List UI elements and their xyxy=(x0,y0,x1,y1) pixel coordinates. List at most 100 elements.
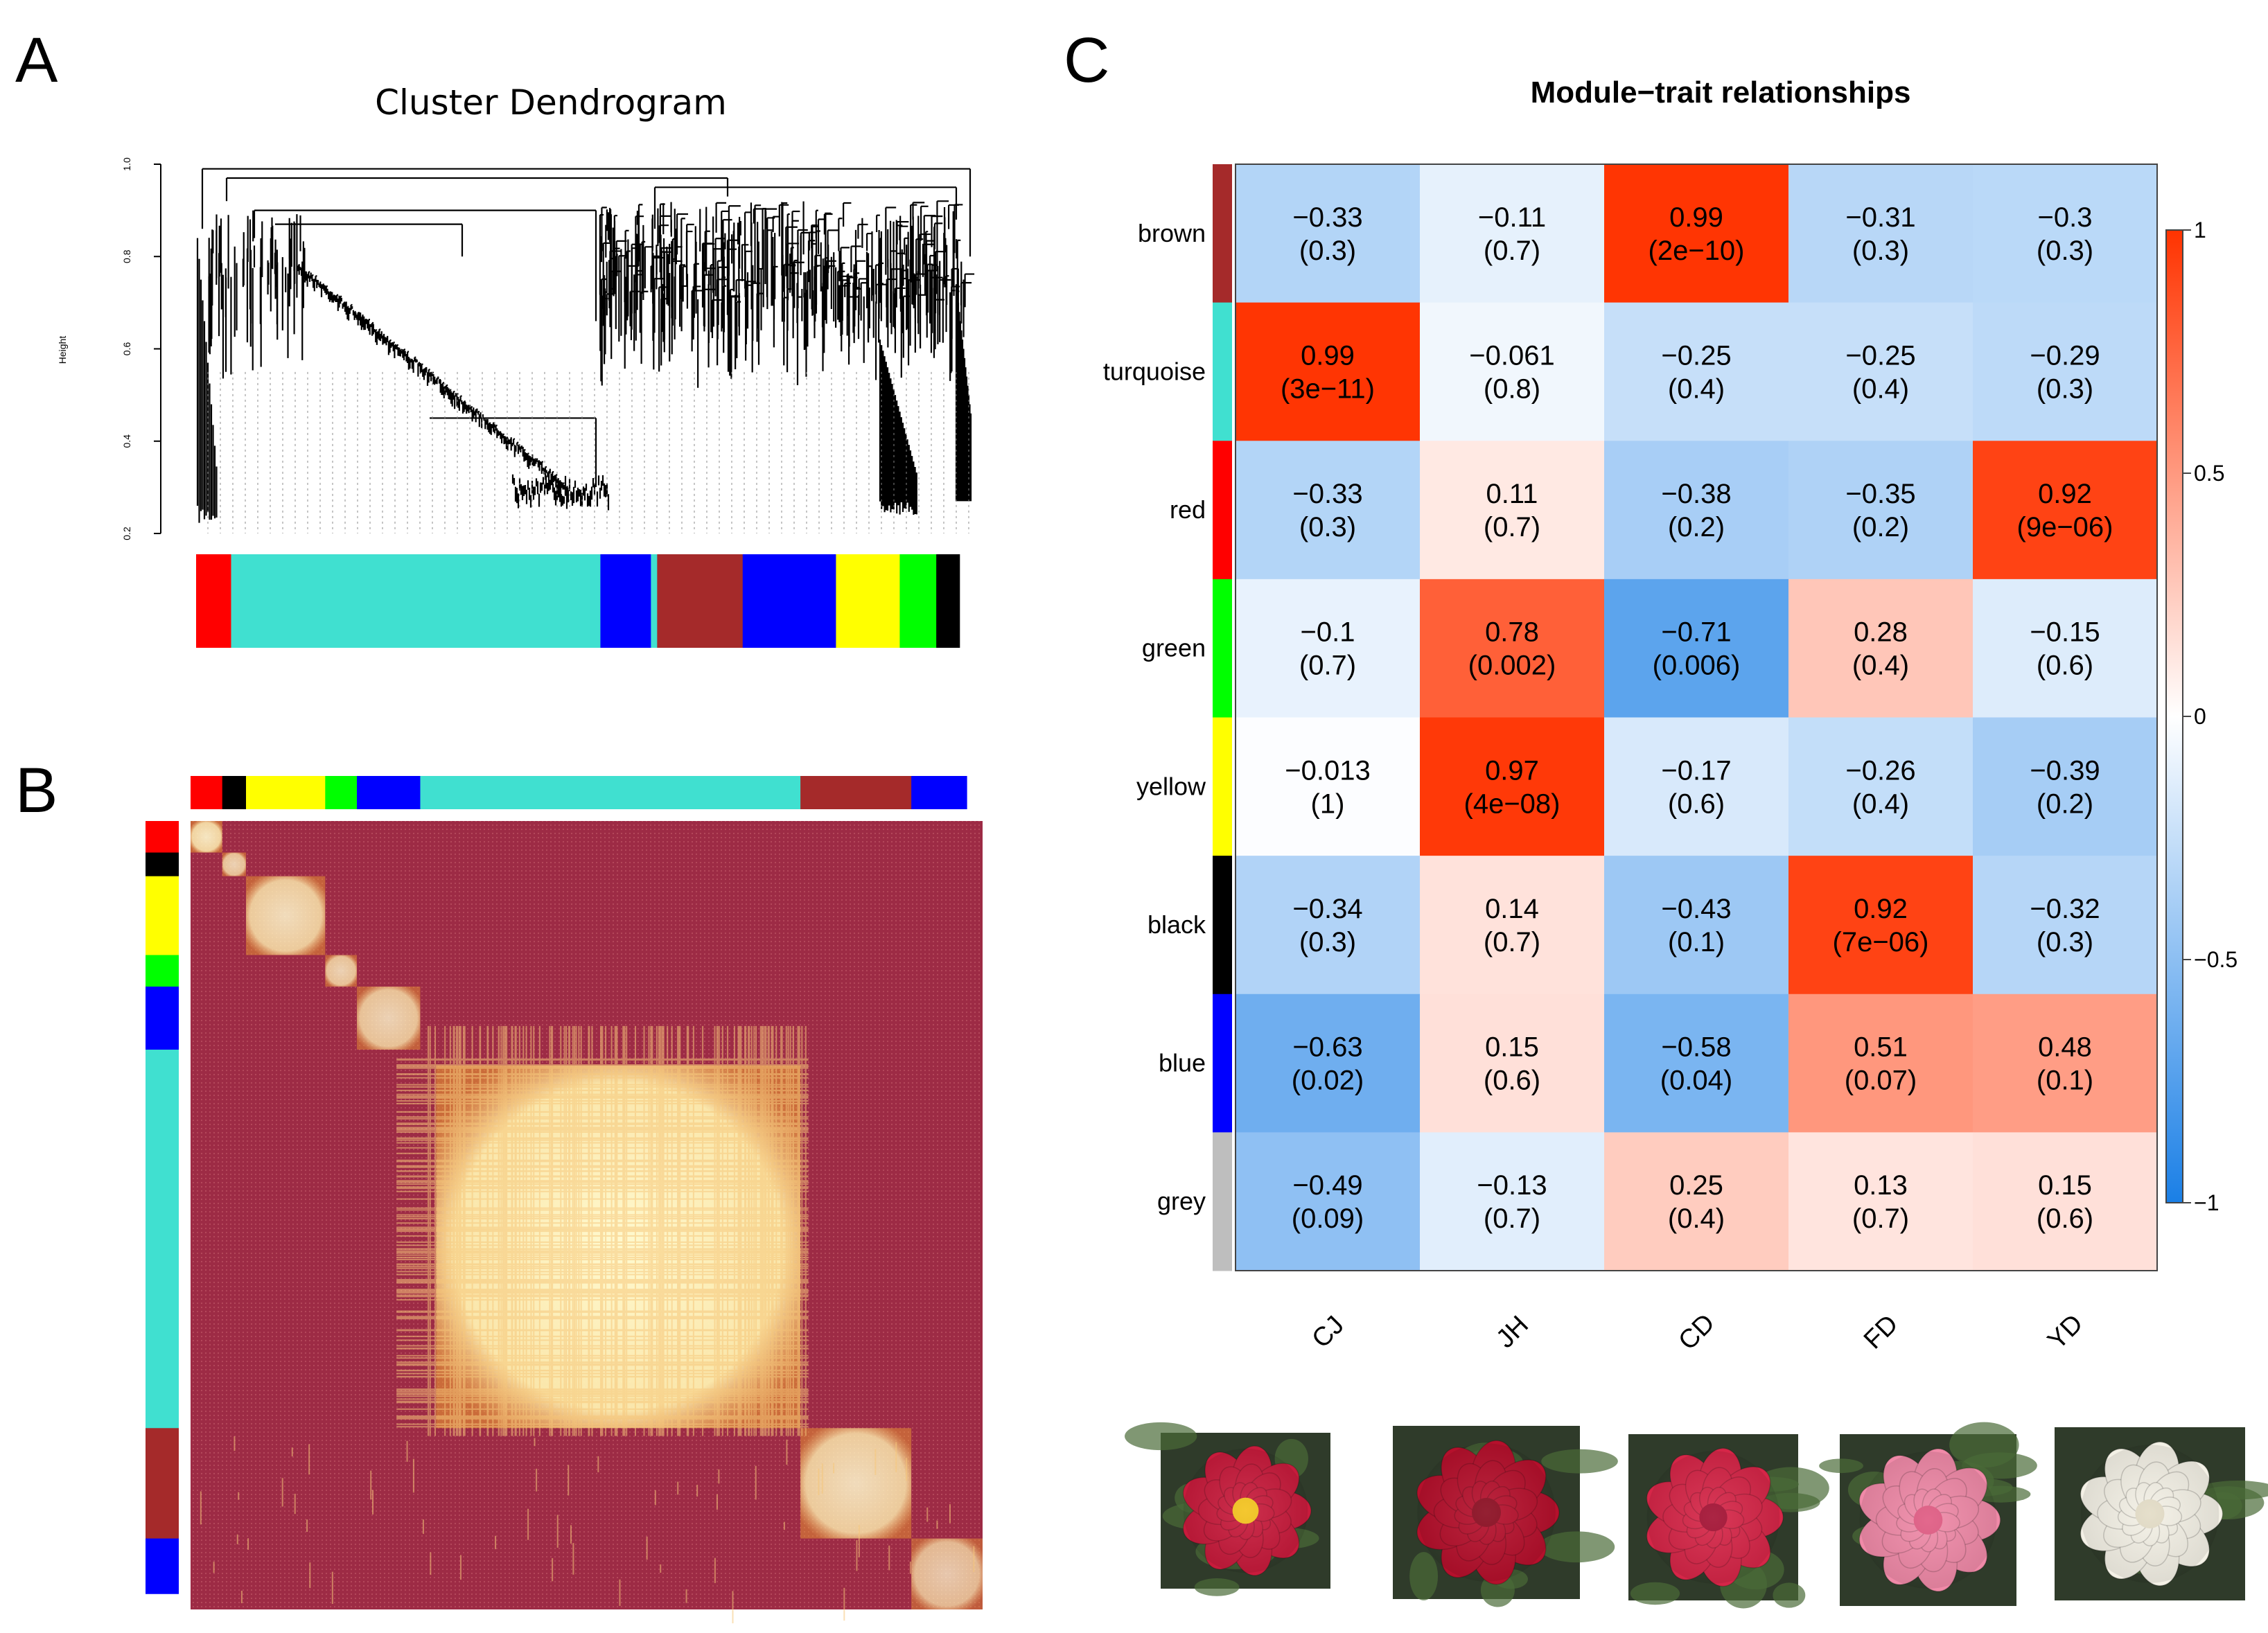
cell-value: 0.92 xyxy=(1854,894,1908,924)
tom-block-brown xyxy=(800,1428,912,1539)
cell-pvalue: (0.3) xyxy=(2037,236,2093,266)
cell-value: −0.17 xyxy=(1661,755,1731,786)
cell-pvalue: (0.2) xyxy=(2037,788,2093,819)
cell-pvalue: (7e−06) xyxy=(1833,927,1929,957)
row-label-blue: blue xyxy=(1159,1049,1206,1077)
cell-value: −0.33 xyxy=(1292,202,1362,233)
cell-green-CJ xyxy=(1236,579,1421,718)
dendrogram-ylabel: Height xyxy=(57,336,68,364)
col-label-YD: YD xyxy=(2042,1309,2089,1355)
cell-blue-CJ xyxy=(1236,994,1421,1133)
dendrogram-strip-yellow xyxy=(836,554,900,648)
cell-pvalue: (0.3) xyxy=(2037,373,2093,404)
tom-heatmap-panel xyxy=(146,776,983,1624)
cell-value: −0.43 xyxy=(1661,894,1731,924)
tom-block-green xyxy=(325,955,358,987)
tom-top-color-strip xyxy=(191,776,967,809)
colorbar-tick-label: 0 xyxy=(2194,704,2206,729)
cell-pvalue: (0.3) xyxy=(1852,236,1909,266)
panel-label-a: A xyxy=(15,25,58,96)
row-color-red xyxy=(1213,441,1232,580)
leaf-shape xyxy=(1819,1458,1863,1474)
cell-value: 0.14 xyxy=(1485,894,1539,924)
cell-value: 0.51 xyxy=(1854,1032,1908,1063)
cell-black-JH xyxy=(1420,856,1605,995)
col-label-CJ: CJ xyxy=(1306,1310,1350,1354)
cell-brown-YD xyxy=(1973,164,2158,303)
cell-pvalue: (0.2) xyxy=(1852,512,1909,542)
row-label-black: black xyxy=(1148,910,1206,939)
row-color-yellow xyxy=(1213,717,1232,856)
cell-value: −0.25 xyxy=(1845,340,1915,371)
cell-brown-JH xyxy=(1420,164,1605,303)
cell-pvalue: (0.09) xyxy=(1292,1203,1364,1234)
cell-value: 0.97 xyxy=(1485,755,1539,786)
tom-block-yellow xyxy=(246,876,326,955)
cell-red-FD xyxy=(1788,441,1973,580)
colorbar xyxy=(2165,229,2183,1203)
cell-value: 0.99 xyxy=(1669,202,1723,233)
cell-turquoise-YD xyxy=(1973,302,2158,441)
cell-value: −0.34 xyxy=(1292,894,1362,924)
cell-pvalue: (0.3) xyxy=(2037,927,2093,957)
cell-red-CJ xyxy=(1236,441,1421,580)
cell-value: −0.58 xyxy=(1661,1032,1731,1063)
cell-grey-JH xyxy=(1420,1132,1605,1271)
cell-black-FD xyxy=(1788,856,1973,995)
dendrogram-y-tick-label: 1.0 xyxy=(121,157,132,171)
row-label-grey: grey xyxy=(1157,1187,1206,1215)
cell-turquoise-CJ xyxy=(1236,302,1421,441)
dendrogram-strip-green xyxy=(899,554,937,648)
dendrogram-y-tick-label: 0.8 xyxy=(121,249,132,263)
row-color-black xyxy=(1213,856,1232,995)
cell-value: −0.26 xyxy=(1845,755,1915,786)
cell-value: −0.38 xyxy=(1661,479,1731,509)
flower-shading xyxy=(1417,1443,1556,1582)
tom-left-strip-brown xyxy=(146,1428,179,1539)
tom-left-color-strip xyxy=(146,821,179,1594)
row-label-yellow: yellow xyxy=(1136,772,1206,800)
cell-blue-JH xyxy=(1420,994,1605,1133)
row-label-green: green xyxy=(1142,634,1206,662)
dendrogram-tree xyxy=(196,168,975,533)
dendrogram-strip-red xyxy=(196,554,231,648)
cell-yellow-FD xyxy=(1788,717,1973,856)
flower-photo-FD xyxy=(1819,1422,2037,1606)
tom-top-strip-brown xyxy=(800,776,912,809)
cell-pvalue: (0.002) xyxy=(1468,651,1556,681)
cell-pvalue: (0.3) xyxy=(1299,236,1356,266)
cell-red-YD xyxy=(1973,441,2158,580)
tom-left-strip-blue xyxy=(146,1538,179,1594)
tom-top-strip-black xyxy=(222,776,247,809)
cell-value: 0.13 xyxy=(1854,1170,1908,1201)
dendrogram-strip-blue xyxy=(600,554,651,648)
cell-value: −0.3 xyxy=(2038,202,2093,233)
col-label-FD: FD xyxy=(1858,1309,1904,1355)
tom-left-strip-red xyxy=(146,821,179,854)
cell-pvalue: (0.4) xyxy=(1852,651,1909,681)
col-label-CD: CD xyxy=(1673,1308,1721,1356)
tom-top-strip-yellow xyxy=(246,776,326,809)
cell-value: −0.25 xyxy=(1661,340,1731,371)
dendrogram-module-color-strip xyxy=(196,554,960,648)
cell-green-JH xyxy=(1420,579,1605,718)
cell-grey-FD xyxy=(1788,1132,1973,1271)
tom-heatmap-blocks xyxy=(191,821,983,1624)
cell-blue-CD xyxy=(1604,994,1789,1133)
cell-pvalue: (0.7) xyxy=(1852,1203,1909,1234)
module-trait-row-labels: brown turquoise red green yellow black blue gre… xyxy=(1103,164,1232,1271)
col-label-JH: JH xyxy=(1491,1310,1534,1354)
flower-photo-CJ xyxy=(1124,1422,1330,1596)
tom-top-strip-red xyxy=(191,776,223,809)
cell-value: 0.28 xyxy=(1854,617,1908,648)
leaf-shape xyxy=(1538,1531,1615,1563)
cell-pvalue: (4e−08) xyxy=(1464,788,1561,819)
cell-pvalue: (9e−06) xyxy=(2017,512,2113,542)
cell-blue-YD xyxy=(1973,994,2158,1133)
cell-value: −0.39 xyxy=(2030,755,2100,786)
cell-green-CD xyxy=(1604,579,1789,718)
module-trait-title: Module−trait relationships xyxy=(1531,76,1911,109)
tom-top-strip-blue xyxy=(357,776,421,809)
panel-label-b: B xyxy=(15,755,58,826)
cell-pvalue: (0.02) xyxy=(1292,1066,1364,1096)
